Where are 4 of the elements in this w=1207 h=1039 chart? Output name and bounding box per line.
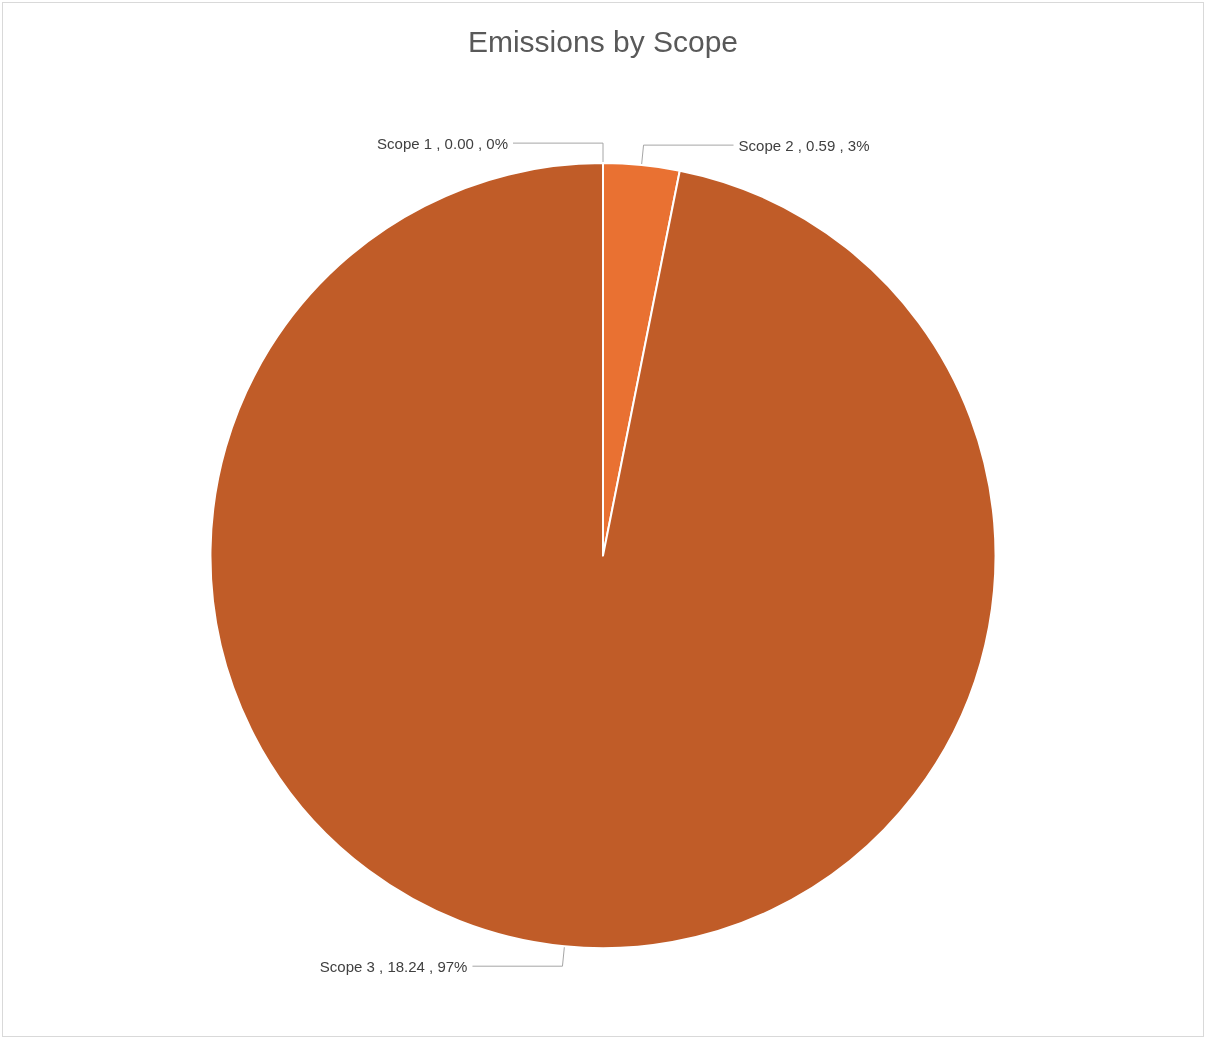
- chart-title: Emissions by Scope: [467, 24, 739, 58]
- slice-label: Scope 2 , 0.59 , 3%: [738, 136, 870, 154]
- slice-label: Scope 3 , 18.24 , 97%: [319, 957, 468, 975]
- category-label: Scope 1 , 0.00 , 0%: [377, 134, 508, 152]
